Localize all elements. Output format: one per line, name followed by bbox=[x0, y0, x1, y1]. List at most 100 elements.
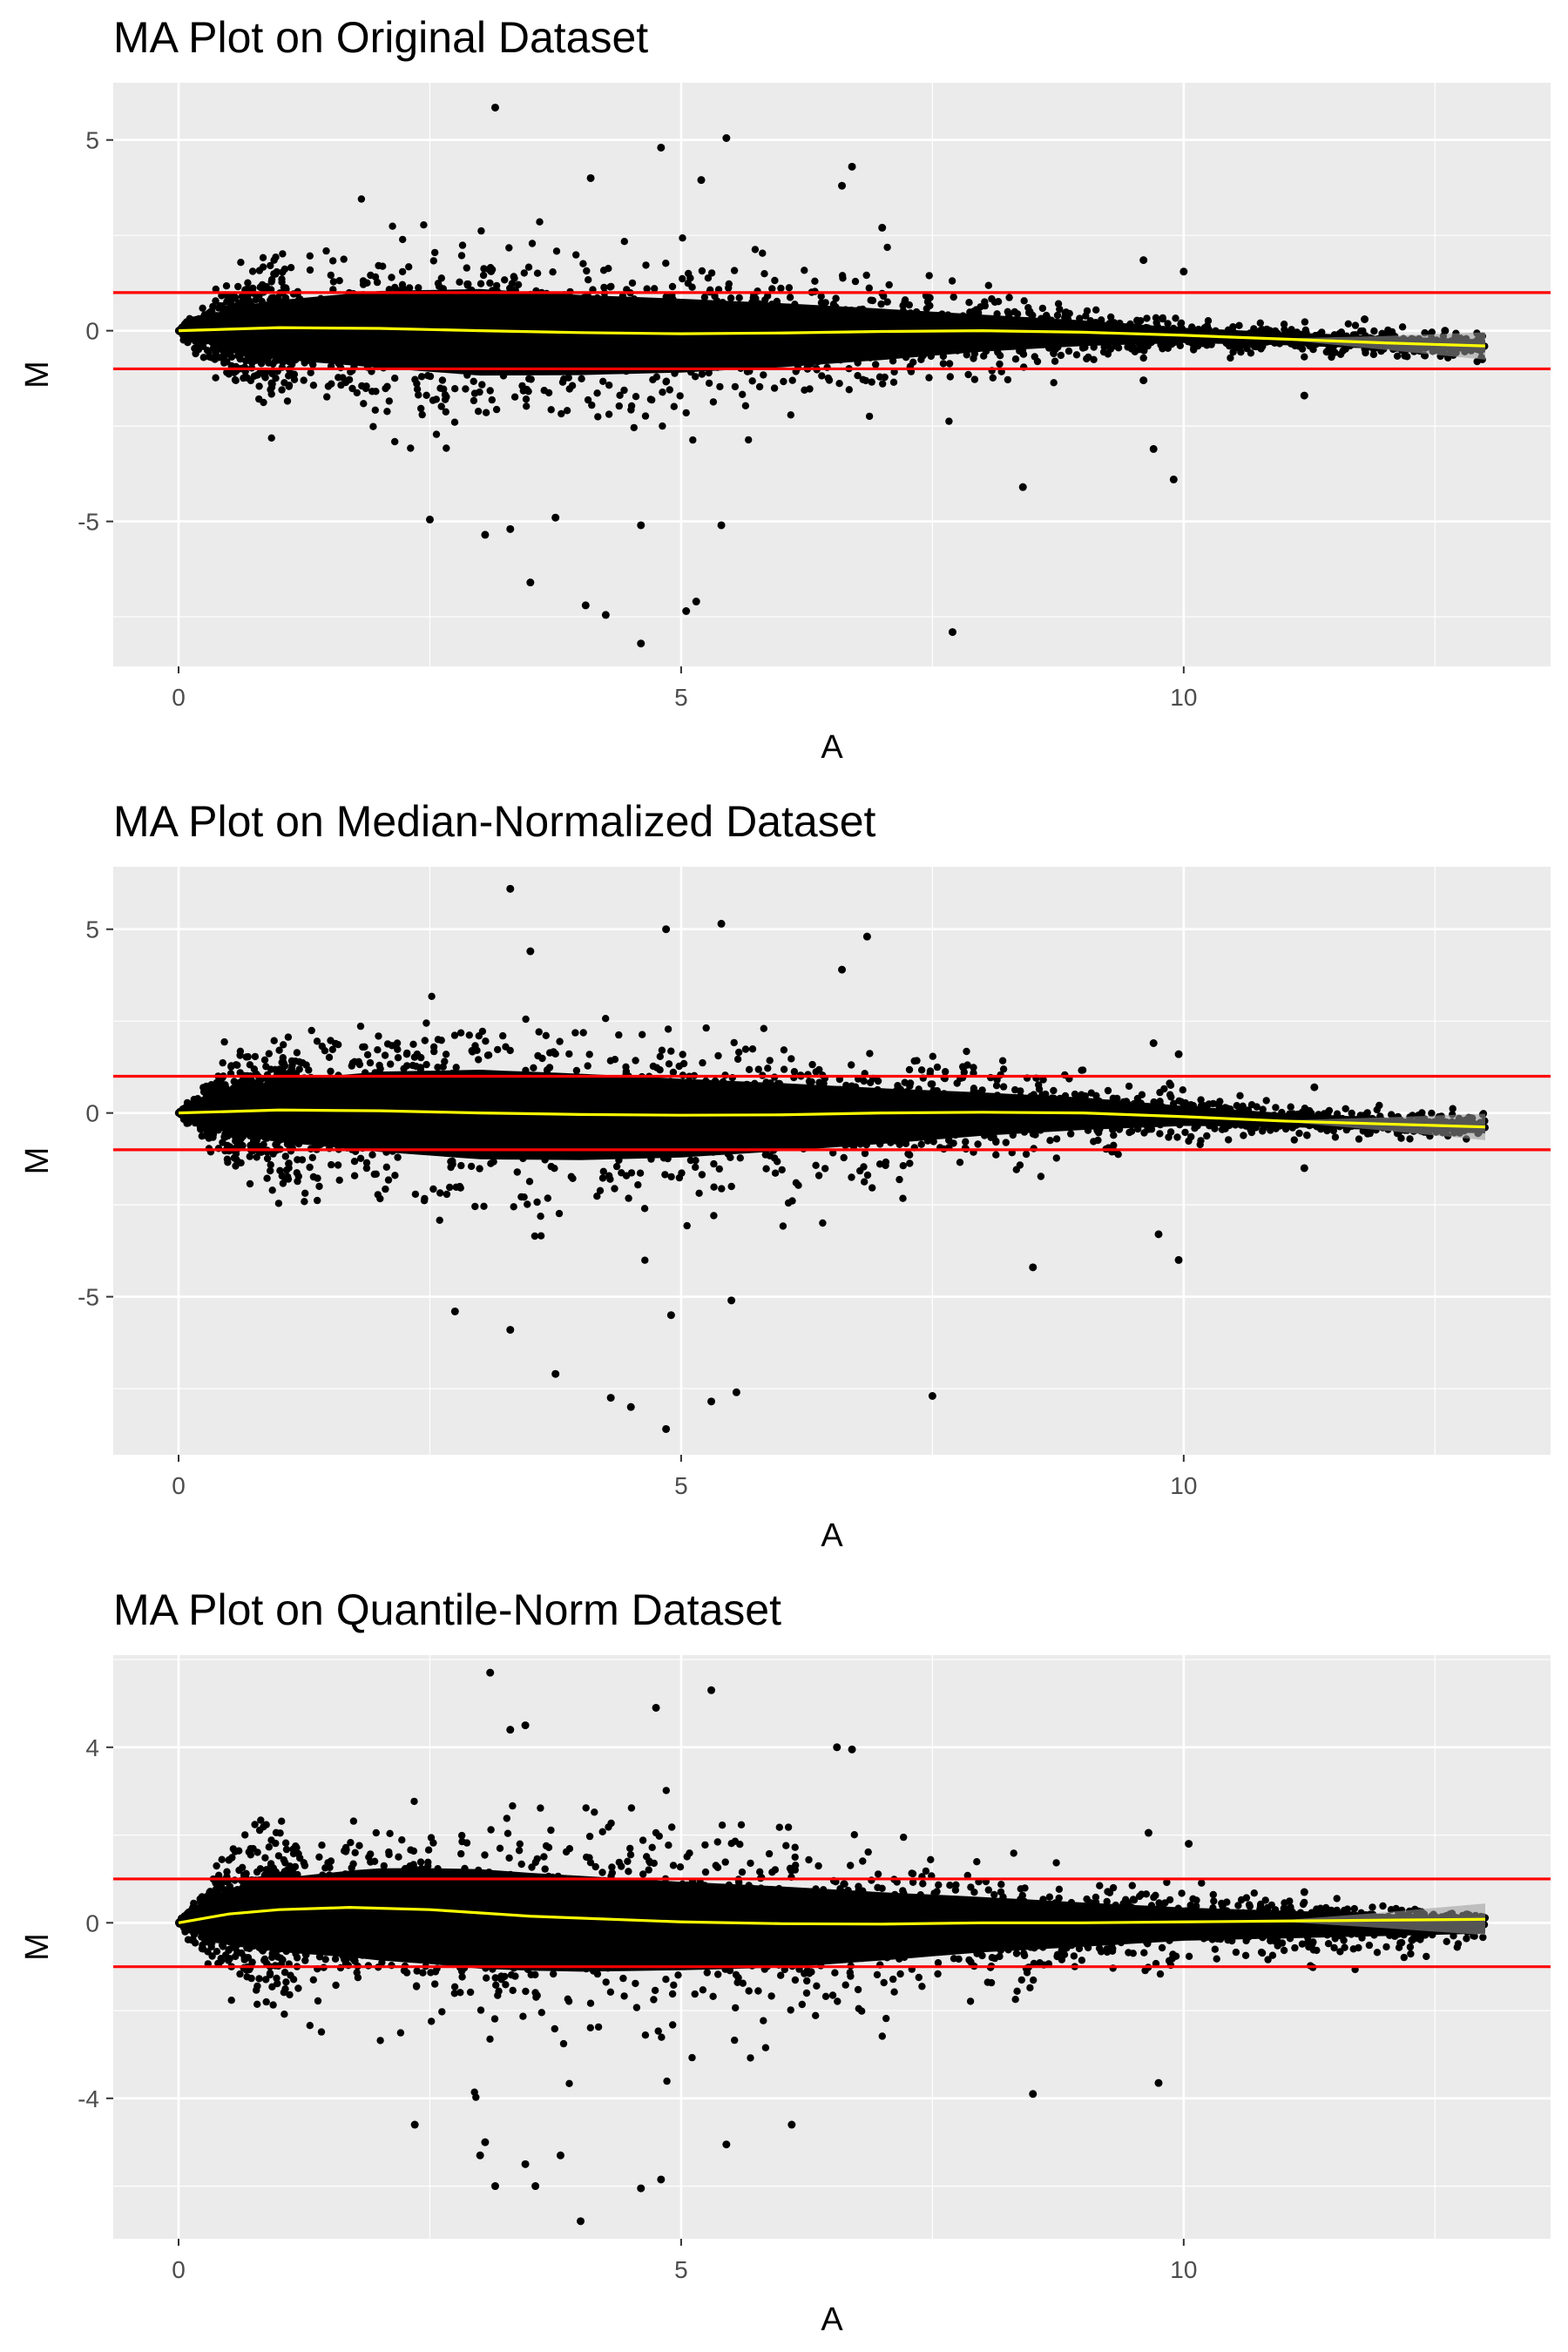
data-point bbox=[314, 1196, 321, 1205]
data-point bbox=[308, 1153, 316, 1162]
data-point bbox=[203, 347, 212, 355]
data-point bbox=[476, 280, 485, 287]
data-point bbox=[280, 265, 289, 274]
data-point bbox=[434, 1036, 443, 1044]
data-point bbox=[785, 284, 794, 292]
data-point bbox=[727, 1153, 734, 1162]
data-point bbox=[372, 1170, 380, 1179]
data-point bbox=[558, 378, 567, 386]
data-point bbox=[524, 1200, 531, 1208]
data-point bbox=[1002, 1139, 1010, 1146]
data-point bbox=[493, 281, 501, 290]
data-point bbox=[877, 300, 885, 308]
data-point bbox=[704, 274, 713, 282]
data-point bbox=[736, 1154, 744, 1162]
data-point bbox=[199, 354, 207, 362]
data-point bbox=[284, 1033, 293, 1041]
data-point bbox=[1211, 1125, 1219, 1132]
data-point bbox=[643, 285, 651, 293]
data-point bbox=[974, 1140, 982, 1148]
outlier-points bbox=[425, 103, 1450, 648]
data-point bbox=[432, 395, 440, 403]
data-point bbox=[555, 1209, 564, 1218]
data-point bbox=[579, 1029, 587, 1037]
data-point bbox=[300, 376, 308, 384]
data-point bbox=[917, 355, 925, 363]
data-point bbox=[812, 1161, 820, 1170]
data-point bbox=[443, 444, 450, 452]
x-tick-label: 0 bbox=[172, 684, 186, 711]
outlier-point bbox=[601, 611, 610, 619]
data-point bbox=[824, 374, 832, 382]
data-point bbox=[313, 1037, 321, 1045]
data-point bbox=[536, 218, 544, 226]
data-point bbox=[567, 1173, 575, 1180]
data-point bbox=[321, 1047, 329, 1055]
plot-area bbox=[113, 867, 1551, 1455]
data-point bbox=[279, 250, 287, 258]
data-point bbox=[863, 1171, 872, 1179]
data-point bbox=[692, 1163, 700, 1172]
data-point bbox=[872, 361, 880, 368]
data-point bbox=[1388, 1111, 1396, 1119]
y-axis-label: M bbox=[19, 361, 56, 389]
outlier-point bbox=[490, 103, 499, 112]
data-point bbox=[232, 1162, 240, 1170]
data-point bbox=[689, 436, 697, 444]
data-point bbox=[1355, 1135, 1363, 1143]
data-point bbox=[1331, 1133, 1340, 1141]
data-point bbox=[779, 1222, 787, 1230]
data-point bbox=[808, 1060, 816, 1069]
data-point bbox=[552, 247, 561, 255]
data-point bbox=[761, 296, 769, 304]
data-point bbox=[1259, 1127, 1267, 1135]
data-point bbox=[411, 1190, 420, 1199]
data-point bbox=[376, 1064, 384, 1073]
data-point bbox=[255, 382, 263, 390]
data-point bbox=[634, 1181, 642, 1189]
data-point bbox=[1256, 319, 1265, 327]
data-point bbox=[906, 1159, 914, 1167]
data-point bbox=[670, 402, 678, 410]
data-point bbox=[1056, 305, 1064, 314]
chart-title: MA Plot on Median-Normalized Dataset bbox=[113, 797, 875, 846]
data-point bbox=[899, 1194, 907, 1202]
data-point bbox=[391, 375, 399, 382]
data-point bbox=[363, 1051, 372, 1059]
outlier-point bbox=[506, 524, 515, 533]
data-point bbox=[682, 409, 690, 417]
data-point bbox=[596, 1186, 605, 1195]
data-point bbox=[667, 1173, 675, 1181]
data-point bbox=[280, 1041, 287, 1049]
data-point bbox=[707, 269, 716, 277]
data-point bbox=[449, 1160, 456, 1168]
data-point bbox=[618, 1169, 625, 1177]
outlier-point bbox=[692, 598, 700, 606]
data-point bbox=[868, 1184, 876, 1192]
data-point bbox=[1247, 1128, 1256, 1137]
data-point bbox=[236, 355, 244, 363]
data-point bbox=[426, 372, 435, 381]
data-point bbox=[1016, 1161, 1024, 1169]
data-point bbox=[479, 271, 488, 280]
data-point bbox=[1393, 352, 1402, 360]
data-point bbox=[899, 301, 907, 309]
data-point bbox=[361, 1043, 368, 1051]
data-point bbox=[818, 372, 826, 380]
data-point bbox=[443, 1190, 451, 1199]
data-point bbox=[328, 1045, 336, 1054]
data-point bbox=[632, 1057, 639, 1064]
data-point bbox=[929, 1052, 937, 1060]
data-point bbox=[698, 267, 706, 275]
data-point bbox=[1013, 310, 1022, 318]
data-point bbox=[1209, 1099, 1218, 1108]
data-point bbox=[1038, 304, 1047, 313]
data-point bbox=[861, 1149, 869, 1158]
data-point bbox=[1323, 1126, 1331, 1135]
data-point bbox=[1052, 1135, 1061, 1143]
data-point bbox=[960, 1068, 969, 1077]
data-point bbox=[899, 1162, 908, 1170]
data-point bbox=[1240, 1132, 1247, 1139]
outlier-point bbox=[1169, 475, 1178, 483]
